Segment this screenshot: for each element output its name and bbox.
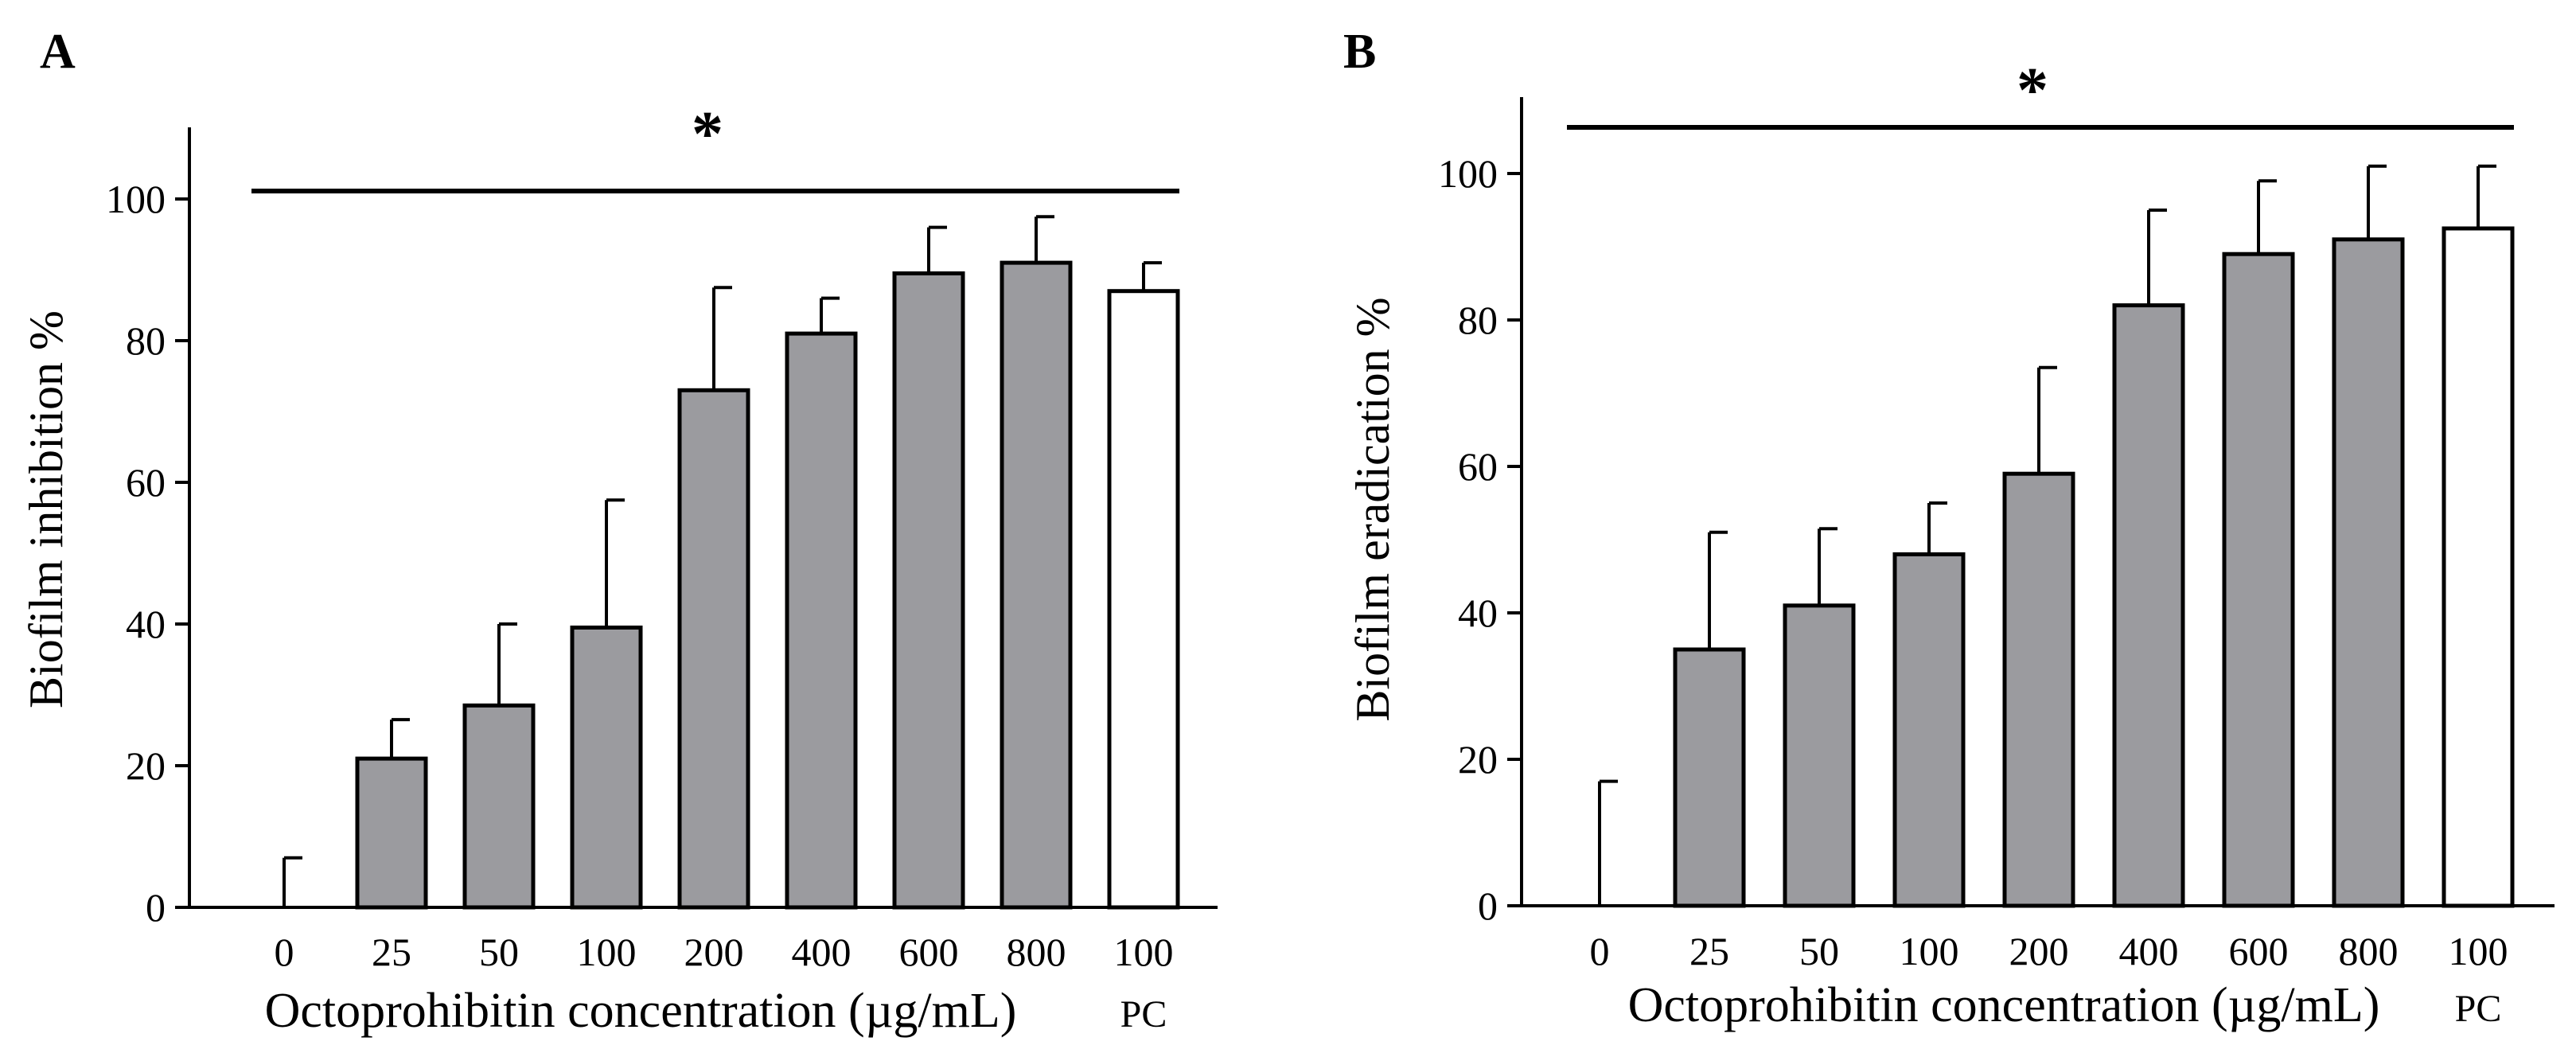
x-tick-label: 100 xyxy=(1900,929,1959,973)
control-label: PC xyxy=(1120,993,1167,1036)
y-tick-label: 100 xyxy=(106,177,166,221)
bar xyxy=(677,388,750,910)
panel-label: A xyxy=(40,25,76,79)
x-tick-label: 100 xyxy=(1114,930,1174,974)
x-tick-label: 400 xyxy=(2119,929,2179,973)
bar xyxy=(462,703,536,910)
bar xyxy=(1892,552,1966,908)
significance-marker: * xyxy=(2017,56,2048,126)
y-tick-label: 100 xyxy=(1438,151,1498,196)
bar xyxy=(1000,260,1073,910)
bar xyxy=(1107,289,1180,910)
bar xyxy=(2332,237,2405,908)
x-tick-label: 800 xyxy=(2339,929,2399,973)
bar xyxy=(892,271,965,910)
bar xyxy=(1783,603,1856,908)
x-tick-label: 200 xyxy=(684,930,744,974)
x-tick-label: 25 xyxy=(372,930,411,974)
x-tick-label: 600 xyxy=(2229,929,2289,973)
y-tick-label: 0 xyxy=(1478,883,1498,928)
x-tick-label: 100 xyxy=(2449,929,2508,973)
bar xyxy=(2112,303,2185,908)
bar xyxy=(2442,226,2515,908)
bar xyxy=(355,756,428,910)
x-tick-label: 800 xyxy=(1007,930,1066,974)
x-tick-label: 50 xyxy=(479,930,519,974)
significance-marker: * xyxy=(692,99,723,170)
y-tick-label: 80 xyxy=(1458,298,1498,342)
x-tick-label: 25 xyxy=(1689,929,1729,973)
panel-label: B xyxy=(1343,25,1376,79)
x-tick-label: 600 xyxy=(899,930,959,974)
x-tick-label: 100 xyxy=(577,930,637,974)
control-label: PC xyxy=(2455,988,2502,1030)
x-axis-title: Octoprohibitin concentration (µg/mL) xyxy=(1628,978,2380,1032)
chart-panel-a: A 0 20 40 60 80 100 Biofilm inhibition % 0 25 50 10… xyxy=(20,25,1218,1038)
x-tick-label: 0 xyxy=(1590,929,1610,973)
chart-panel-b: B 0 20 40 60 80 100 Biofilm eradication % 0 25 50 1… xyxy=(1343,25,2555,1032)
y-tick-label: 40 xyxy=(1458,591,1498,635)
y-axis-title: Biofilm eradication % xyxy=(1346,297,1399,721)
bar xyxy=(1673,647,1746,908)
x-axis-title: Octoprohibitin concentration (µg/mL) xyxy=(265,984,1017,1038)
y-tick-label: 60 xyxy=(126,460,166,505)
y-tick-label: 40 xyxy=(126,602,166,646)
y-tick-label: 0 xyxy=(146,885,166,930)
x-tick-label: 0 xyxy=(275,930,294,974)
y-tick-label: 60 xyxy=(1458,444,1498,489)
bar xyxy=(570,625,643,910)
y-axis-title: Biofilm inhibition % xyxy=(20,310,72,708)
x-tick-label: 400 xyxy=(792,930,852,974)
y-tick-label: 20 xyxy=(1458,737,1498,782)
bar xyxy=(2002,471,2075,908)
y-tick-label: 80 xyxy=(126,318,166,363)
y-tick-label: 20 xyxy=(126,743,166,788)
x-tick-label: 200 xyxy=(2009,929,2069,973)
x-tick-label: 50 xyxy=(1799,929,1839,973)
bar xyxy=(785,331,858,910)
bar xyxy=(2222,252,2295,908)
